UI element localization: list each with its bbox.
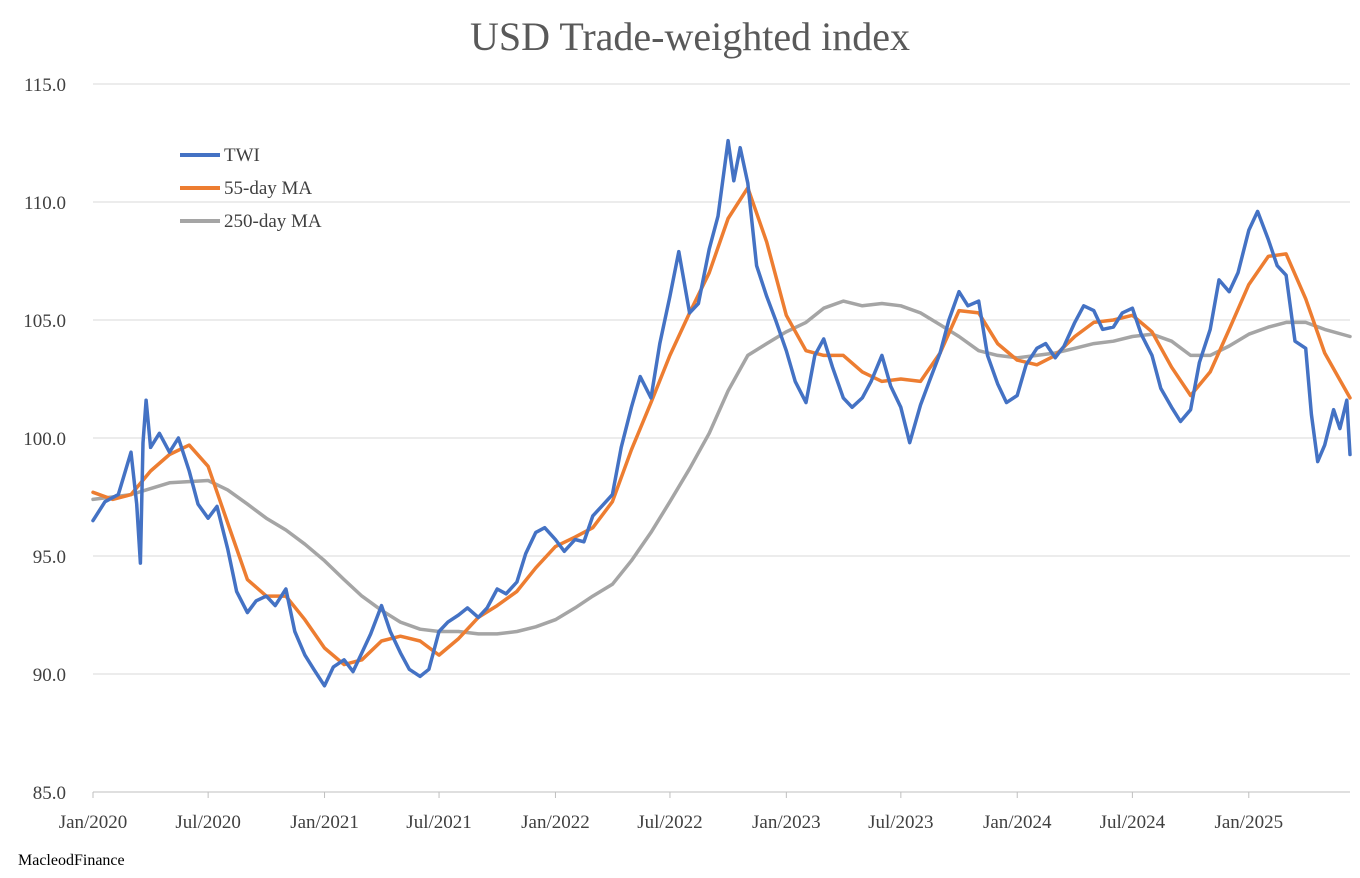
source-label: MacleodFinance	[18, 852, 125, 869]
chart-title: USD Trade-weighted index	[470, 14, 910, 59]
x-tick-label: Jan/2024	[983, 812, 1052, 833]
y-tick-label: 105.0	[23, 311, 66, 332]
x-tick-label: Jan/2020	[59, 812, 128, 833]
y-tick-label: 85.0	[33, 783, 66, 804]
x-tick-label: Jan/2023	[752, 812, 821, 833]
x-tick-label: Jul/2022	[637, 812, 702, 833]
x-tick-label: Jul/2023	[868, 812, 933, 833]
y-tick-label: 95.0	[33, 547, 66, 568]
legend-label: 250-day MA	[224, 211, 322, 232]
gridlines	[93, 83, 1350, 675]
series-line-2	[91, 299, 1352, 636]
axes: 85.0 90.0 95.0 100.0 105.0 110.0 115.0 Jan/2020…	[23, 75, 1350, 833]
legend-label: TWI	[224, 145, 260, 166]
series-line-0	[91, 138, 1352, 688]
y-tick-label: 110.0	[24, 193, 66, 214]
x-tick-label: Jan/2021	[290, 812, 359, 833]
x-tick-label: Jul/2021	[406, 812, 471, 833]
x-tick-label: Jan/2025	[1214, 812, 1283, 833]
y-tick-label: 90.0	[33, 665, 66, 686]
x-tick-label: Jul/2020	[175, 812, 240, 833]
legend: TWI 55-day MA 250-day MA	[180, 145, 322, 232]
series-lines	[91, 138, 1352, 688]
y-tick-label: 100.0	[23, 429, 66, 450]
x-tick-label: Jul/2024	[1100, 812, 1166, 833]
x-tick-label: Jan/2022	[521, 812, 590, 833]
legend-label: 55-day MA	[224, 178, 312, 199]
y-tick-label: 115.0	[24, 75, 66, 96]
